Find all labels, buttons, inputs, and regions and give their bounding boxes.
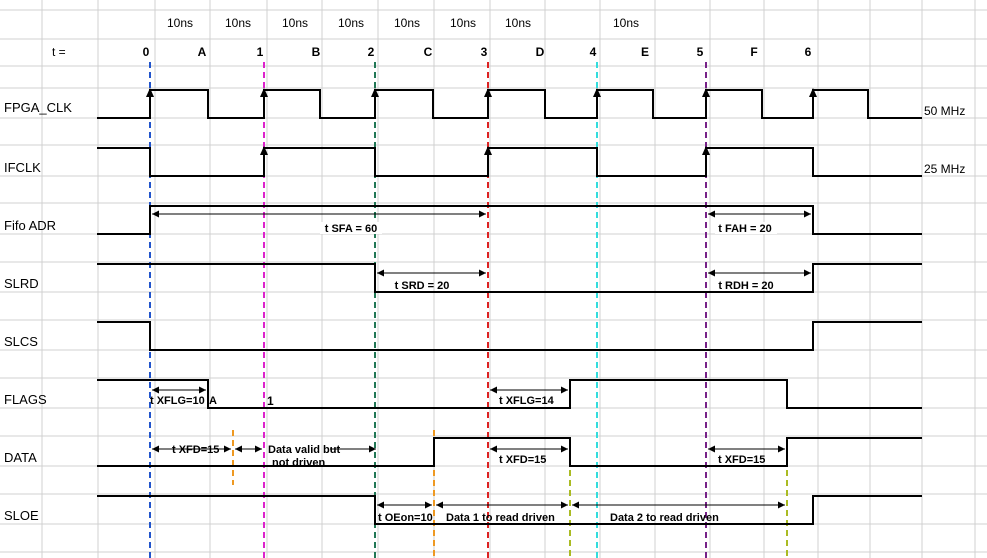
waveforms xyxy=(97,89,922,525)
label-flags-1: 1 xyxy=(267,394,274,408)
tick-label: 3 xyxy=(481,45,488,59)
wave-data xyxy=(97,437,922,467)
tick-label: 5 xyxy=(697,45,704,59)
signal-name-data: DATA xyxy=(4,450,37,465)
label-data-valid-1: Data valid but xyxy=(268,444,340,456)
signal-name-fpga-clk: FPGA_CLK xyxy=(4,100,72,115)
label-t-srd: t SRD = 20 xyxy=(395,280,450,292)
period-label: 10ns xyxy=(167,16,193,30)
wave-slcs xyxy=(97,321,922,351)
signal-name-sloe: SLOE xyxy=(4,508,39,523)
wave-ifclk xyxy=(97,147,922,177)
edge-arrow-icon xyxy=(484,88,492,97)
signal-name-fifo-adr: Fifo ADR xyxy=(4,218,56,233)
signal-name-slcs: SLCS xyxy=(4,334,38,349)
wave-fifo-adr xyxy=(97,205,922,235)
wave-fpga-clk xyxy=(97,89,922,119)
edge-arrow-icon xyxy=(593,88,601,97)
label-flags-a: A xyxy=(209,395,217,407)
tick-label: B xyxy=(312,45,321,59)
wave-flags xyxy=(97,379,922,409)
signal-name-ifclk: IFCLK xyxy=(4,160,41,175)
tick-label: 1 xyxy=(257,45,264,59)
label-t-fah: t FAH = 20 xyxy=(718,223,772,235)
period-label: 10ns xyxy=(613,16,639,30)
tick-label: 2 xyxy=(368,45,375,59)
freq-ifclk: 25 MHz xyxy=(924,162,965,176)
tick-label: 6 xyxy=(805,45,812,59)
period-label: 10ns xyxy=(505,16,531,30)
edge-arrow-icon xyxy=(146,88,154,97)
period-label: 10ns xyxy=(225,16,251,30)
label-data2: Data 2 to read driven xyxy=(610,512,719,524)
edge-arrow-icon xyxy=(371,88,379,97)
edge-arrow-icon xyxy=(260,146,268,155)
label-t-xflg-a: t XFLG=10 xyxy=(150,395,205,407)
tick-label: C xyxy=(424,45,433,59)
label-t-xfd-a: t XFD=15 xyxy=(172,444,219,456)
time-markers xyxy=(149,62,788,558)
wave-slrd xyxy=(97,263,922,293)
edge-arrow-icon xyxy=(260,88,268,97)
label-t-oeon: t OEon=10 xyxy=(378,512,433,524)
annotations: t SFA = 60 t FAH = 20 t SRD = 20 t RDH =… xyxy=(150,222,777,524)
period-labels: 10ns 10ns 10ns 10ns 10ns 10ns 10ns 10ns xyxy=(167,16,639,30)
label-data-valid-2: not driven xyxy=(272,457,325,469)
edge-arrow-icon xyxy=(809,88,817,97)
signal-name-slrd: SLRD xyxy=(4,276,39,291)
period-label: 10ns xyxy=(282,16,308,30)
period-label: 10ns xyxy=(394,16,420,30)
edge-arrow-icon xyxy=(484,146,492,155)
label-t-sfa: t SFA = 60 xyxy=(325,223,377,235)
tick-label: F xyxy=(750,45,757,59)
label-t-xfd-b: t XFD=15 xyxy=(499,454,546,466)
label-t-rdh: t RDH = 20 xyxy=(718,280,773,292)
tick-label: 4 xyxy=(590,45,597,59)
dimension-arrows xyxy=(152,210,811,509)
wave-sloe xyxy=(97,495,922,525)
signal-names: FPGA_CLK IFCLK Fifo ADR SLRD SLCS FLAGS … xyxy=(4,100,72,523)
time-label: t = xyxy=(52,45,66,59)
signal-name-flags: FLAGS xyxy=(4,392,47,407)
label-t-xflg-14: t XFLG=14 xyxy=(499,395,555,407)
edge-arrow-icon xyxy=(702,146,710,155)
tick-labels: 0 A 1 B 2 C 3 D 4 E 5 F 6 xyxy=(143,45,812,59)
edge-arrow-icon xyxy=(702,88,710,97)
freq-fpga-clk: 50 MHz xyxy=(924,104,965,118)
tick-label: 0 xyxy=(143,45,150,59)
tick-label: D xyxy=(536,45,545,59)
period-label: 10ns xyxy=(338,16,364,30)
period-label: 10ns xyxy=(450,16,476,30)
label-t-xfd-c: t XFD=15 xyxy=(718,454,765,466)
tick-label: E xyxy=(641,45,649,59)
clock-edge-arrows xyxy=(146,88,817,155)
label-data1: Data 1 to read driven xyxy=(446,512,555,524)
tick-label: A xyxy=(198,45,207,59)
